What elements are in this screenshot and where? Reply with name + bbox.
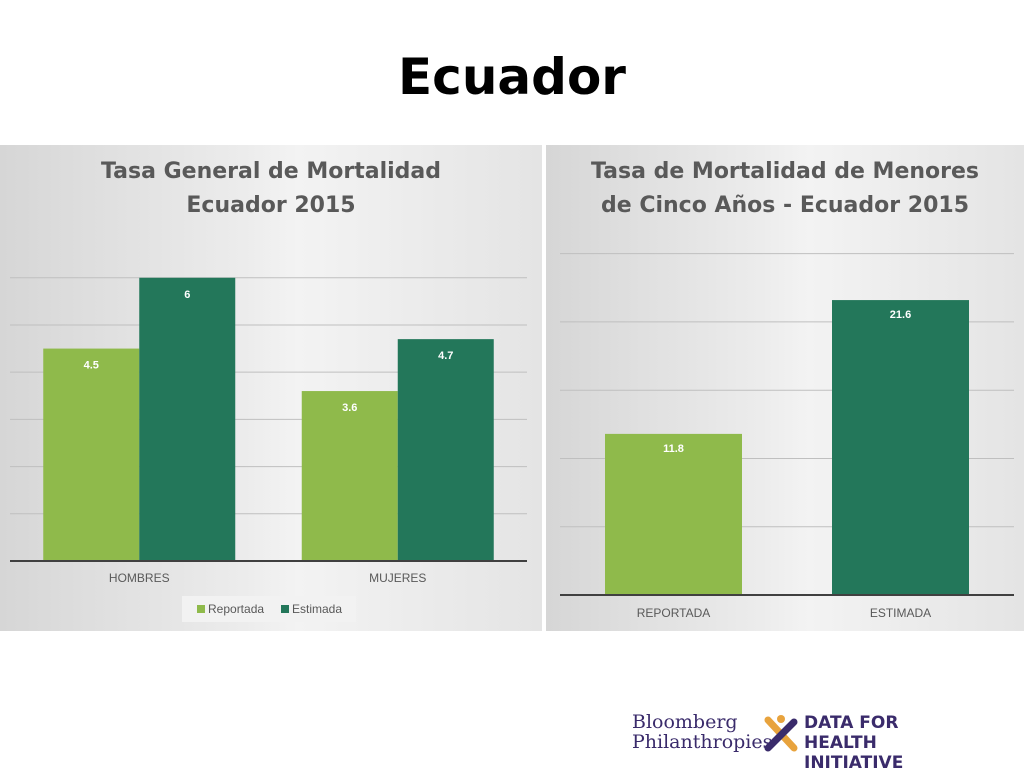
bloomberg-philanthropies-logo: Bloomberg Philanthropies (632, 712, 772, 752)
data-label: 6 (184, 289, 190, 301)
bar-estimada (139, 277, 236, 561)
bloomberg-line-1: Bloomberg (632, 711, 738, 733)
legend-swatch (197, 605, 205, 613)
bar-estimada (397, 339, 494, 561)
chart-panel-general-mortality: Tasa General de Mortalidad Ecuador 2015 … (0, 145, 542, 631)
category-label: ESTIMADA (870, 606, 931, 620)
data-label: 4.5 (84, 360, 99, 372)
bar-chart-under-five-mortality: 11.8 REPORTADA 21.6 ESTIMADA (560, 253, 1014, 620)
chart-title: Tasa de Mortalidad de Menores de Cinco A… (546, 155, 1024, 223)
data-label: 21.6 (890, 309, 911, 321)
bar-reportada (301, 391, 398, 561)
legend-label: Estimada (292, 602, 342, 616)
legend-swatch (281, 605, 289, 613)
chart-title-line-1: Tasa de Mortalidad de Menores (590, 159, 980, 184)
legend-background (182, 596, 356, 622)
data-for-health-initiative-logo: DATA FOR HEALTH INITIATIVE (804, 713, 942, 773)
chart-title-line-2: Ecuador 2015 (186, 193, 356, 218)
bar-reportada (605, 433, 742, 595)
bar-reportada (43, 348, 140, 561)
slide-title: Ecuador (398, 48, 626, 106)
bar-estimada (832, 300, 969, 595)
chart-title-line-2: de Cinco Años - Ecuador 2015 (600, 193, 970, 218)
data-label: 11.8 (663, 443, 684, 455)
data-label: 3.6 (342, 402, 357, 414)
category-label: REPORTADA (637, 606, 711, 620)
data-for-health-x-icon (764, 715, 798, 752)
bloomberg-line-2: Philanthropies (632, 731, 773, 753)
category-label: MUJERES (369, 571, 426, 585)
chart-title: Tasa General de Mortalidad Ecuador 2015 (0, 155, 542, 223)
legend-label: Reportada (208, 602, 264, 616)
d4h-line-1: DATA FOR (804, 713, 899, 733)
footer-logos: Bloomberg Philanthropies DATA FOR HEALTH… (632, 712, 942, 773)
chart-title-line-1: Tasa General de Mortalidad (100, 159, 442, 184)
category-label: HOMBRES (109, 571, 170, 585)
d4h-line-2: HEALTH INITIATIVE (804, 733, 904, 773)
chart-panel-under-five-mortality: Tasa de Mortalidad de Menores de Cinco A… (546, 145, 1024, 631)
bar-chart-general-mortality: 4.5 6 HOMBRES 3.6 4.7 MUJERES Reportada Estimad… (10, 277, 527, 622)
data-label: 4.7 (438, 350, 453, 362)
